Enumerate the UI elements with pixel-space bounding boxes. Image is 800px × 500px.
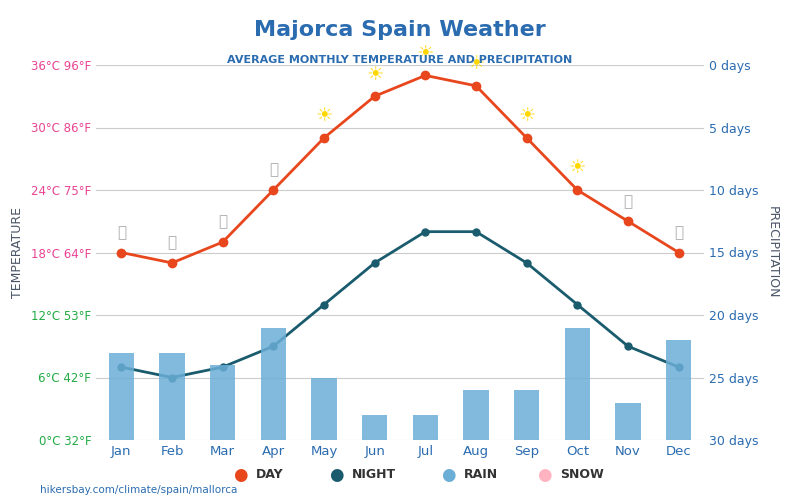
Text: SNOW: SNOW (560, 468, 604, 481)
Text: ☀: ☀ (569, 158, 586, 178)
Text: ⛅: ⛅ (269, 162, 278, 178)
Bar (159, 352, 185, 440)
Text: ☀: ☀ (417, 44, 434, 63)
Text: ⛅: ⛅ (117, 225, 126, 240)
Bar (666, 340, 691, 440)
Text: ⛅: ⛅ (674, 225, 683, 240)
Text: ☀: ☀ (315, 106, 333, 126)
Text: ⛅: ⛅ (167, 236, 177, 250)
Text: ☀: ☀ (366, 64, 383, 84)
Text: ●: ● (329, 466, 343, 484)
Text: hikersbay.com/climate/spain/mallorca: hikersbay.com/climate/spain/mallorca (40, 485, 238, 495)
Text: AVERAGE MONTHLY TEMPERATURE AND PRECIPITATION: AVERAGE MONTHLY TEMPERATURE AND PRECIPIT… (227, 55, 573, 65)
Text: ⛅: ⛅ (623, 194, 633, 209)
Bar (565, 328, 590, 440)
Text: ☀: ☀ (518, 106, 535, 126)
Text: ⛅: ⛅ (218, 214, 227, 230)
Y-axis label: PRECIPITATION: PRECIPITATION (766, 206, 779, 298)
Text: ●: ● (441, 466, 455, 484)
Text: RAIN: RAIN (464, 468, 498, 481)
Bar (362, 415, 387, 440)
Text: NIGHT: NIGHT (352, 468, 396, 481)
Text: Majorca Spain Weather: Majorca Spain Weather (254, 20, 546, 40)
Bar (514, 390, 539, 440)
Text: ●: ● (537, 466, 551, 484)
Bar (463, 390, 489, 440)
Bar (210, 365, 235, 440)
Bar (109, 352, 134, 440)
Text: DAY: DAY (256, 468, 284, 481)
Bar (615, 402, 641, 440)
Text: ●: ● (233, 466, 247, 484)
Y-axis label: TEMPERATURE: TEMPERATURE (11, 207, 24, 298)
Bar (311, 378, 337, 440)
Bar (413, 415, 438, 440)
Bar (261, 328, 286, 440)
Text: ☀: ☀ (467, 54, 485, 74)
